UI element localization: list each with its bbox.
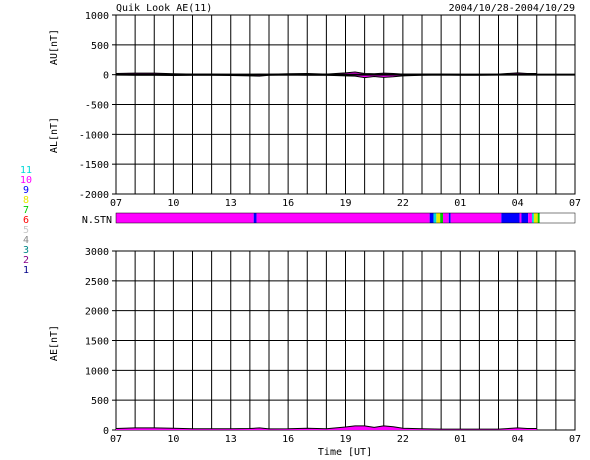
station-count-segment [253, 213, 257, 223]
y-tick-label: 1000 [85, 366, 109, 377]
station-legend-entry: 1 [23, 265, 29, 276]
x-tick-label: 10 [167, 434, 179, 445]
station-count-segment [531, 213, 534, 223]
station-count-segment [433, 213, 437, 223]
station-count-segment [521, 213, 529, 223]
x-tick-label: 13 [225, 434, 237, 445]
station-count-segment [436, 213, 441, 223]
station-count-strip [115, 212, 576, 224]
series-ae-line [115, 425, 537, 430]
y-axis-label-au: AU[nT] [49, 29, 60, 65]
station-count-segment [429, 213, 434, 223]
station-legend-entry: 10 [20, 175, 32, 186]
station-legend-entry: 4 [23, 235, 29, 246]
y-tick-label: 3000 [85, 247, 109, 258]
station-strip-frame [115, 212, 576, 224]
station-legend-entry: 3 [23, 245, 29, 256]
nstn-label: N.STN [82, 215, 112, 226]
y-axis-label-al: AL[nT] [49, 117, 60, 153]
station-legend-entry: 7 [23, 205, 29, 216]
station-count-segment [519, 213, 522, 223]
y-tick-label: -1500 [79, 160, 109, 171]
y-tick-label: 2000 [85, 307, 109, 318]
x-tick-label: 19 [339, 198, 351, 209]
x-tick-label: 13 [225, 198, 237, 209]
station-count-segment [256, 213, 430, 223]
station-count-segment [116, 213, 254, 223]
y-tick-label: 1500 [85, 337, 109, 348]
y-tick-label: 2500 [85, 277, 109, 288]
station-count-segment [450, 213, 502, 223]
plot-frame [115, 14, 576, 195]
date-range: 2004/10/28-2004/10/29 [449, 3, 575, 14]
x-tick-label: 22 [397, 198, 409, 209]
y-tick-label: -1000 [79, 130, 109, 141]
station-count-segment [448, 213, 451, 223]
x-tick-label: 07 [569, 198, 581, 209]
x-tick-label: 07 [569, 434, 581, 445]
y-tick-label: 500 [91, 396, 109, 407]
x-axis-label: Time [UT] [318, 447, 372, 458]
station-count-segment [533, 213, 538, 223]
station-legend-entry: 9 [23, 185, 29, 196]
station-count-segment [443, 213, 449, 223]
x-tick-label: 16 [282, 434, 294, 445]
station-count-segment [528, 213, 532, 223]
x-tick-label: 10 [167, 198, 179, 209]
station-legend-entry: 2 [23, 255, 29, 266]
y-tick-label: 500 [91, 41, 109, 52]
x-tick-label: 04 [512, 434, 524, 445]
station-legend-entry: 11 [20, 165, 32, 176]
station-legend-entry: 5 [23, 225, 29, 236]
x-tick-label: 16 [282, 198, 294, 209]
x-tick-label: 04 [512, 198, 524, 209]
x-tick-label: 19 [339, 434, 351, 445]
station-count-segment [537, 213, 540, 223]
x-tick-label: 01 [454, 198, 466, 209]
x-tick-label: 01 [454, 434, 466, 445]
y-tick-label: 0 [103, 71, 109, 82]
station-count-segment [501, 213, 520, 223]
chart-title: Quik Look AE(11) [116, 3, 212, 14]
y-tick-label: -500 [85, 101, 109, 112]
station-legend-entry: 8 [23, 195, 29, 206]
station-count-segment [440, 213, 444, 223]
y-axis-label-ae: AE[nT] [49, 325, 60, 361]
station-legend-entry: 6 [23, 215, 29, 226]
y-tick-label: 1000 [85, 11, 109, 22]
x-tick-label: 07 [110, 198, 122, 209]
x-tick-label: 22 [397, 434, 409, 445]
y-tick-label: -2000 [79, 190, 109, 201]
x-tick-label: 07 [110, 434, 122, 445]
y-tick-label: 0 [103, 426, 109, 437]
